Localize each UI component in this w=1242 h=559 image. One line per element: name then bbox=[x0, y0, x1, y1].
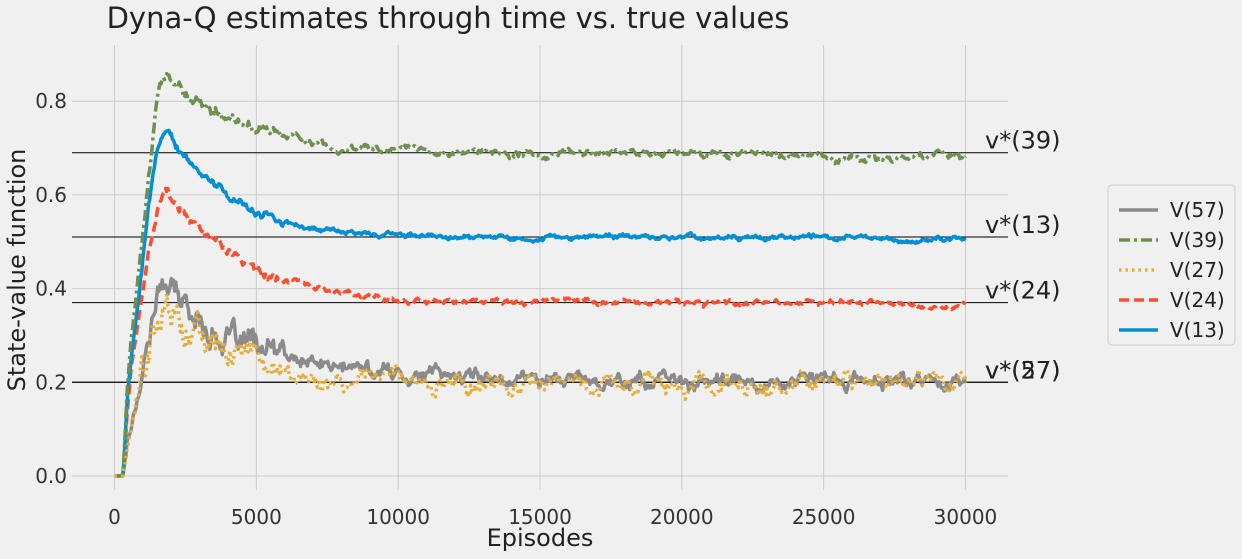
y-tick-label: 0.0 bbox=[35, 464, 67, 488]
x-tick-label: 30000 bbox=[934, 505, 998, 529]
true-value-label: v*(57) bbox=[985, 356, 1060, 384]
x-axis-label: Episodes bbox=[487, 524, 594, 552]
series-lines bbox=[113, 71, 968, 478]
legend-label: V(13) bbox=[1170, 318, 1225, 342]
y-tick-labels: 0.0 0.2 0.4 0.6 0.8 bbox=[35, 89, 67, 488]
chart-title: Dyna-Q estimates through time vs. true v… bbox=[107, 1, 790, 35]
y-tick-label: 0.8 bbox=[35, 89, 67, 113]
true-value-annotations: v*(39) v*(13) v*(24) v*(57)v*(27) bbox=[985, 127, 1060, 385]
legend-box bbox=[1107, 184, 1236, 346]
x-tick-label: 15000 bbox=[508, 505, 572, 529]
true-value-label: v*(24) bbox=[985, 277, 1060, 305]
legend-label: V(39) bbox=[1170, 228, 1225, 252]
true-value-label: v*(27) bbox=[985, 356, 1060, 384]
y-tick-label: 0.4 bbox=[35, 277, 67, 301]
x-tick-label: 5000 bbox=[231, 505, 282, 529]
legend-label: V(24) bbox=[1170, 288, 1225, 312]
series-line bbox=[113, 128, 967, 478]
x-tick-label: 25000 bbox=[792, 505, 856, 529]
series-line bbox=[113, 71, 967, 478]
x-tick-label: 0 bbox=[108, 505, 121, 529]
x-tick-label: 20000 bbox=[650, 505, 714, 529]
series-line bbox=[113, 292, 968, 478]
legend-label: V(27) bbox=[1170, 258, 1225, 282]
x-tick-labels: 0 5000 10000 15000 20000 25000 30000 bbox=[108, 505, 997, 529]
true-value-label: v*(39) bbox=[985, 127, 1060, 155]
true-value-label: v*(13) bbox=[985, 211, 1060, 239]
y-tick-label: 0.6 bbox=[35, 183, 67, 207]
legend-label: V(57) bbox=[1170, 198, 1225, 222]
x-tick-label: 10000 bbox=[366, 505, 430, 529]
y-tick-label: 0.2 bbox=[35, 370, 67, 394]
legend: V(57) V(39) V(27) V(24) V(13) bbox=[1107, 184, 1236, 346]
y-axis-label: State-value function bbox=[3, 149, 31, 392]
series-line bbox=[113, 186, 967, 478]
